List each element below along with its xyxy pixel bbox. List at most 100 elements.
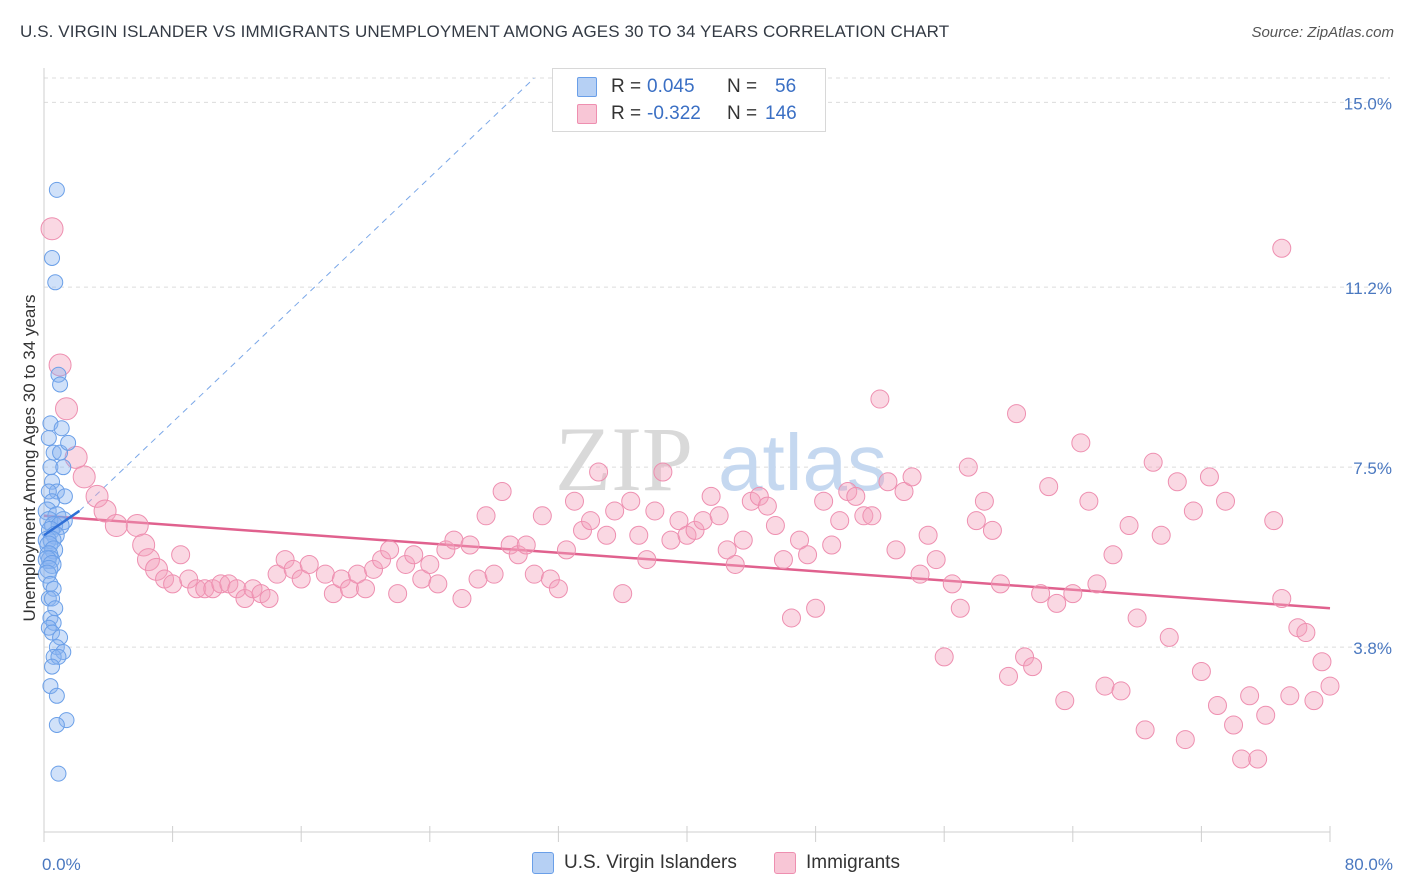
- virgin-islanders-point: [50, 366, 67, 383]
- immigrants-point: [806, 598, 826, 618]
- immigrants-point: [460, 535, 480, 555]
- immigrants-point: [749, 486, 769, 506]
- virgin-islanders-point: [44, 590, 61, 607]
- immigrants-point: [532, 506, 552, 526]
- immigrants-point: [1159, 627, 1179, 647]
- immigrants-point: [436, 540, 456, 560]
- immigrants-point: [1175, 730, 1195, 750]
- virgin-islanders-point: [48, 639, 65, 656]
- immigrants-point: [854, 506, 874, 526]
- immigrants-point: [372, 550, 392, 570]
- virgin-islanders-point: [48, 483, 65, 500]
- immigrants-point: [259, 589, 279, 609]
- immigrants-point: [136, 548, 160, 572]
- virgin-islanders-point: [40, 429, 57, 446]
- immigrants-point: [1135, 720, 1155, 740]
- immigrants-point: [693, 511, 713, 531]
- virgin-islanders-point: [45, 614, 62, 631]
- immigrants-point: [581, 511, 601, 531]
- immigrants-point: [1183, 501, 1203, 521]
- immigrants-point: [1272, 589, 1292, 609]
- immigrants-point: [564, 491, 584, 511]
- immigrants-points: [40, 217, 1340, 769]
- bottom-legend-label: Immigrants: [806, 852, 900, 873]
- virgin-islanders-point: [44, 658, 61, 675]
- immigrants-point: [516, 535, 536, 555]
- immigrants-point: [773, 550, 793, 570]
- immigrants-point: [910, 564, 930, 584]
- axes: [43, 68, 1331, 842]
- immigrants-point: [388, 584, 408, 604]
- immigrants-point: [1167, 472, 1187, 492]
- immigrants-point: [468, 569, 488, 589]
- immigrants-point: [1199, 467, 1219, 487]
- immigrants-point: [902, 467, 922, 487]
- virgin-islanders-point: [55, 644, 72, 661]
- immigrants-point: [104, 514, 128, 538]
- immigrants-point: [339, 579, 359, 599]
- immigrants-point: [315, 564, 335, 584]
- virgin-islanders-point: [44, 624, 61, 641]
- immigrants-point: [942, 574, 962, 594]
- immigrants-point: [1111, 681, 1131, 701]
- immigrants-point: [999, 666, 1018, 686]
- immigrants-point: [637, 550, 657, 570]
- legend-n-label: N =: [727, 103, 758, 124]
- immigrants-point: [661, 530, 681, 550]
- immigrants-point: [1063, 584, 1083, 604]
- immigrants-point: [573, 520, 593, 540]
- immigrants-point: [404, 545, 424, 565]
- immigrants-point: [1256, 705, 1276, 725]
- immigrants-point: [894, 481, 914, 501]
- immigrants-point: [1216, 491, 1236, 511]
- immigrants-point: [291, 569, 311, 589]
- immigrants-point: [589, 462, 609, 482]
- immigrants-point: [1015, 647, 1035, 667]
- immigrants-point: [1304, 691, 1324, 711]
- immigrants-point: [1023, 657, 1043, 677]
- immigrants-point: [1143, 452, 1163, 472]
- immigrants-point: [757, 496, 777, 516]
- bottom-legend-swatch-virgin-islanders: [532, 852, 554, 874]
- bottom-legend-immigrants: Immigrants: [774, 852, 900, 874]
- virgin-islanders-point: [48, 181, 65, 198]
- watermark: ZIP atlas: [555, 408, 887, 510]
- immigrants-point: [814, 491, 834, 511]
- legend-swatch-immigrants: [577, 104, 597, 124]
- immigrants-point: [1055, 691, 1075, 711]
- immigrants-point: [1296, 623, 1316, 643]
- legend-r-value: -0.322: [647, 103, 701, 124]
- immigrants-point: [1191, 661, 1211, 681]
- immigrants-point: [145, 557, 169, 581]
- virgin-islanders-point: [50, 765, 67, 782]
- immigrants-point: [299, 554, 319, 574]
- y-axis-label: Unemployment Among Ages 30 to 34 years: [20, 295, 39, 622]
- virgin-islanders-point: [42, 678, 59, 695]
- immigrants-point: [878, 472, 898, 492]
- immigrants-point: [886, 540, 906, 560]
- immigrants-point: [846, 486, 866, 506]
- immigrants-point: [476, 506, 496, 526]
- immigrants-point: [72, 465, 96, 489]
- immigrants-point: [1087, 574, 1107, 594]
- immigrants-point: [982, 520, 1002, 540]
- virgin-islanders-point: [44, 249, 61, 266]
- immigrants-point: [1151, 525, 1171, 545]
- immigrants-point: [950, 598, 970, 618]
- immigrants-point: [1079, 491, 1099, 511]
- immigrants-point: [966, 511, 986, 531]
- y-tick-label: 11.2%: [1345, 279, 1392, 298]
- immigrants-point: [55, 397, 79, 421]
- immigrants-point: [685, 520, 705, 540]
- immigrants-point: [1119, 516, 1139, 536]
- immigrants-point: [1007, 404, 1027, 424]
- immigrants-point: [1240, 686, 1260, 706]
- virgin-islanders-trend-extension: [79, 77, 535, 512]
- immigrants-point: [132, 533, 156, 557]
- legend-r-value: 0.045: [647, 76, 695, 97]
- immigrants-trend-line: [43, 514, 1331, 610]
- immigrants-point: [452, 589, 472, 609]
- legend-row-virgin-islanders: R = 0.045 N = 56: [577, 75, 796, 99]
- immigrants-point: [492, 481, 512, 501]
